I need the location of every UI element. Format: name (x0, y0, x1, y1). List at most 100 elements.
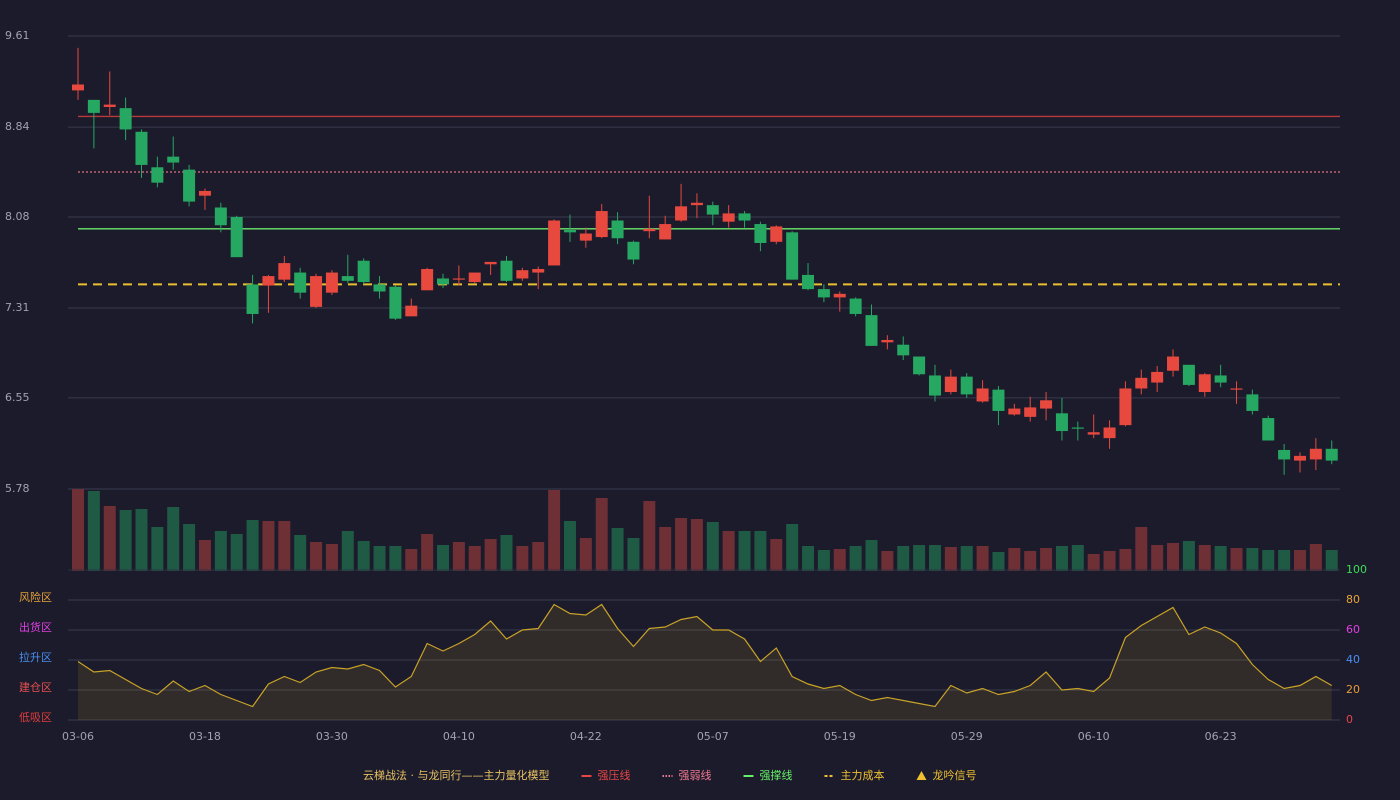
candle-body (1246, 394, 1259, 411)
candle-body (928, 375, 941, 396)
candle-body (754, 224, 767, 243)
volume-bar (325, 544, 338, 571)
volume-bar (1151, 545, 1164, 571)
volume-bar (1293, 550, 1306, 571)
candle-body (802, 274, 815, 290)
candle-body (849, 298, 862, 314)
y-tick-label: 40 (1346, 653, 1360, 666)
candle-body (833, 293, 846, 298)
volume-bar (1008, 548, 1021, 571)
volume-bar (548, 490, 561, 571)
y-tick-label: 5.78 (5, 482, 30, 495)
x-tick-label: 06-23 (1205, 730, 1237, 743)
candle-body (500, 260, 513, 281)
volume-bar (87, 491, 100, 571)
volume-bar (437, 545, 450, 571)
volume-bar (802, 546, 815, 571)
volume-bar (135, 509, 148, 571)
candle-body (627, 241, 640, 260)
y-tick-label: 8.84 (5, 120, 30, 133)
candle-body (437, 278, 450, 285)
x-tick-label: 03-18 (189, 730, 221, 743)
candle-body (72, 84, 84, 91)
volume-bar (183, 524, 196, 571)
volume-bar (310, 542, 323, 571)
volume-bar (341, 531, 354, 571)
volume-bar (960, 546, 973, 571)
candle-body (103, 104, 116, 107)
candle-body (611, 220, 624, 239)
volume-bar (706, 522, 719, 571)
volume-bar (1309, 544, 1322, 571)
legend-label[interactable]: 龙吟信号 (933, 768, 977, 782)
volume-bar (849, 546, 862, 571)
volume-bar (373, 546, 386, 571)
candle-body (1103, 427, 1116, 439)
candle-body (421, 269, 434, 291)
volume-bar (754, 531, 767, 571)
candle-body (1309, 448, 1322, 460)
candle-body (532, 269, 545, 273)
volume-bar (1024, 551, 1037, 571)
volume-bar (278, 521, 291, 571)
volume-bar (405, 549, 418, 571)
y-tick-label: 100 (1346, 563, 1367, 576)
candle-body (770, 226, 783, 242)
candle-body (675, 206, 688, 221)
volume-bar (1325, 550, 1338, 571)
volume-bar (675, 518, 688, 571)
legend-label[interactable]: 强压线 (598, 768, 631, 782)
volume-bar (151, 527, 164, 571)
candle-body (881, 339, 894, 343)
volume-bar (1230, 548, 1243, 571)
x-tick-label: 03-06 (62, 730, 94, 743)
volume-bar (516, 546, 529, 571)
volume-bar (928, 545, 941, 571)
candle-body (897, 344, 910, 356)
candle-body (341, 276, 354, 281)
candle-body (1278, 449, 1291, 460)
legend-label[interactable]: 强撑线 (760, 768, 793, 782)
volume-bar (627, 538, 640, 571)
candle-body (992, 389, 1005, 411)
candle-body (294, 272, 307, 293)
candle-body (183, 169, 196, 202)
candle-body (230, 216, 243, 258)
legend-label[interactable]: 强弱线 (679, 768, 712, 782)
candle-body (1325, 448, 1338, 461)
volume-bar (262, 521, 275, 571)
legend-label[interactable]: 主力成本 (841, 768, 885, 782)
candle-body (690, 202, 703, 206)
candle-body (198, 190, 211, 196)
candle-body (452, 278, 465, 280)
volume-bar (1135, 527, 1148, 571)
volume-bar (214, 531, 227, 571)
volume-bar (1182, 541, 1195, 571)
volume-bar (897, 546, 910, 571)
y-tick-label: 20 (1346, 683, 1360, 696)
volume-bar (119, 510, 132, 571)
volume-bar (1198, 545, 1211, 571)
candle-body (516, 270, 529, 279)
volume-bar (167, 507, 180, 571)
volume-bar (881, 551, 894, 571)
volume-bar (595, 498, 608, 571)
candle-body (944, 376, 957, 393)
legend-symbol (916, 771, 927, 780)
candle-body (119, 108, 132, 130)
candle-body (817, 289, 830, 298)
x-tick-label: 05-29 (951, 730, 983, 743)
candle-body (579, 233, 592, 241)
candle-body (1119, 388, 1132, 426)
candle-body (1055, 413, 1068, 432)
volume-bar (1087, 554, 1100, 571)
x-tick-label: 04-22 (570, 730, 602, 743)
volume-bar (643, 501, 656, 571)
candle-body (1040, 400, 1053, 409)
candle-body (1024, 407, 1037, 417)
volume-bar (294, 535, 307, 571)
volume-bar (452, 542, 465, 571)
candle-body (1151, 371, 1164, 383)
volume-bar (1119, 549, 1132, 571)
volume-bar (1103, 551, 1116, 571)
